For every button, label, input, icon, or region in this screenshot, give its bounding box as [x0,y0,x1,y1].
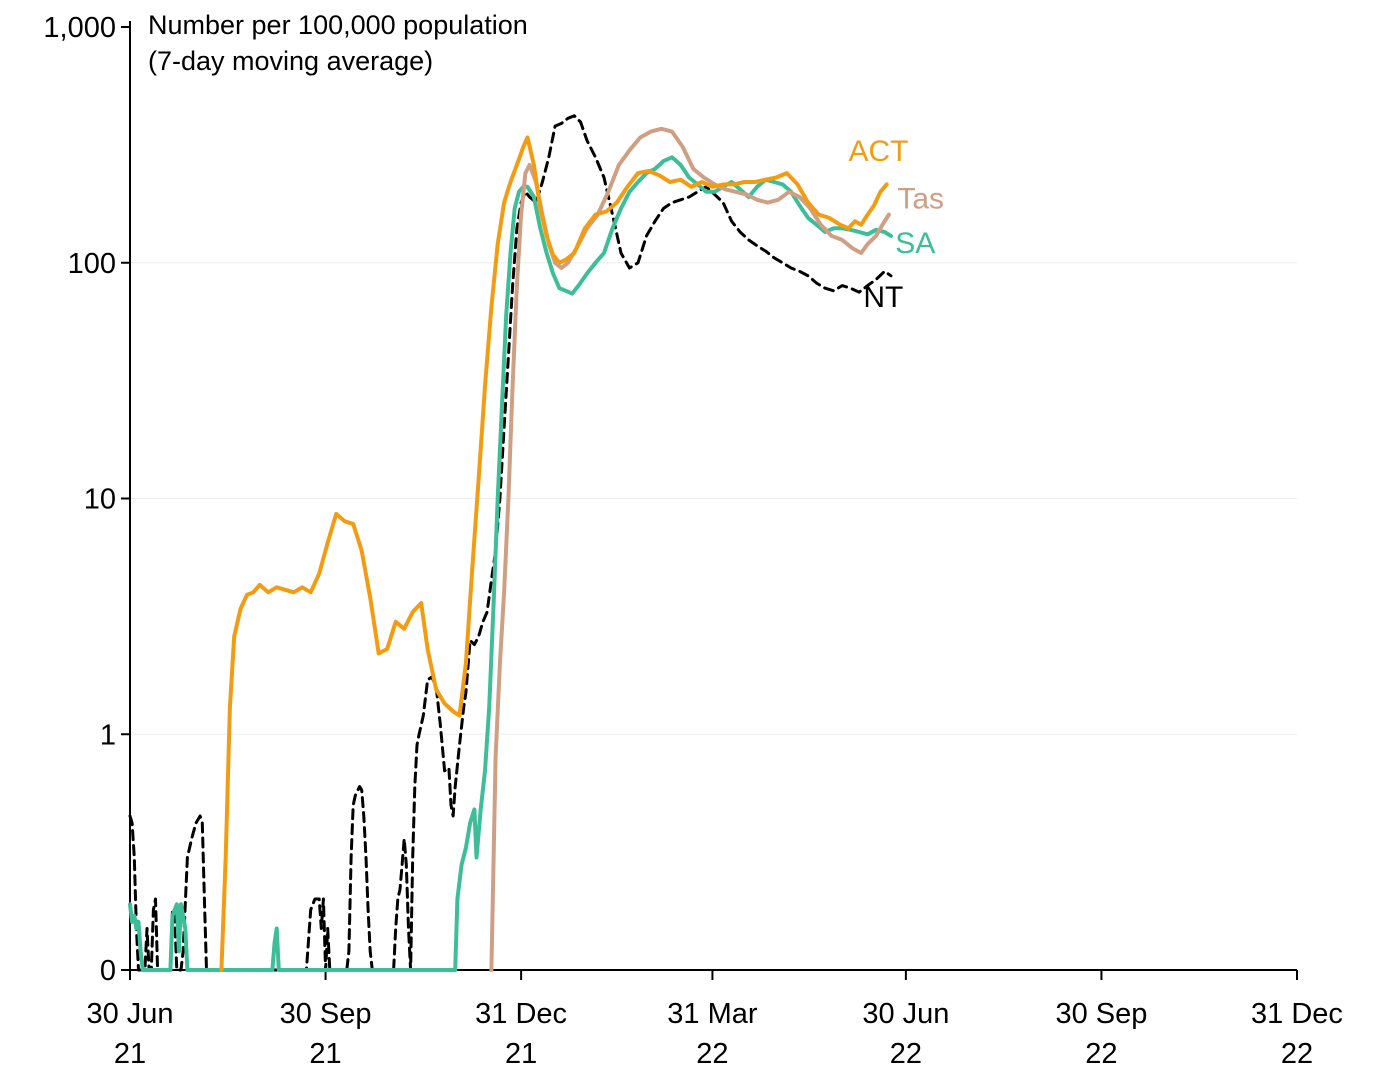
x-tick-label-line-2: 21 [114,1038,146,1067]
x-tick-label-line-1: 30 Sep [1055,998,1147,1030]
x-tick-label-line-1: 30 Jun [86,998,173,1030]
y-unit-label-line-2: (7-day moving average) [148,46,433,76]
x-tick-label-line-2: 21 [309,1038,341,1067]
y-tick-label: 10 [84,484,116,516]
series-line-sa [128,155,893,972]
grid-layer [130,262,1297,735]
y-unit-label-line-1: Number per 100,000 population [148,10,528,40]
x-tick-label-line-2: 22 [1085,1038,1117,1067]
axes-layer [129,21,1297,971]
series-line-nt [128,114,893,972]
series-line-tas [489,126,891,972]
x-tick-label-line-1: 31 Dec [475,998,567,1030]
x-tick-label-line-2: 22 [890,1038,922,1067]
series-label-act: ACT [848,135,908,168]
y-tick-label: 100 [68,248,116,280]
series-line-act [219,135,889,972]
y-tick-label: 1,000 [43,12,116,44]
x-tick-label-line-2: 22 [1281,1038,1313,1067]
x-tick-label-line-2: 21 [505,1038,537,1067]
x-tick-label-line-2: 22 [696,1038,728,1067]
x-ticks: 30 Jun 21 30 Sep 21 31 Dec 21 31 Mar 22 30 Jun 22… [86,970,1343,1067]
series-layer [128,114,893,972]
y-ticks: 0 1 10 100 1,000 [43,12,130,987]
x-tick-label-line-1: 31 Mar [667,998,758,1030]
x-tick-label-line-1: 31 Dec [1251,998,1343,1030]
y-tick-label: 1 [100,719,116,751]
series-label-tas: Tas [897,182,944,215]
y-tick-label: 0 [100,955,116,987]
series-label-sa: SA [895,227,935,260]
series-label-nt: NT [863,281,903,314]
series-labels: ACT Tas SA NT [848,135,944,314]
x-tick-label-line-1: 30 Sep [280,998,372,1030]
x-tick-label-line-1: 30 Jun [862,998,949,1030]
